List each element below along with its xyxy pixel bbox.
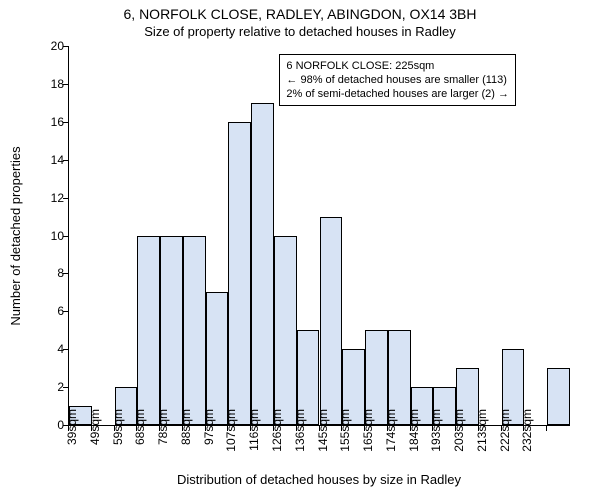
x-tick-label: 59sqm: [111, 409, 125, 455]
x-tick-label: 203sqm: [452, 409, 466, 455]
y-tick-mark: [63, 236, 68, 237]
bar: [137, 236, 160, 426]
y-tick-label: 18: [34, 77, 64, 91]
bar: [320, 217, 343, 425]
x-tick-label: 97sqm: [202, 409, 216, 455]
annotation-line-2: ← 98% of detached houses are smaller (11…: [286, 73, 509, 87]
x-tick-label: 78sqm: [156, 409, 170, 455]
x-tick-label: 174sqm: [384, 409, 398, 455]
x-tick-label: 193sqm: [429, 409, 443, 455]
bar: [206, 292, 229, 425]
x-tick-mark: [546, 426, 547, 431]
bar: [251, 103, 274, 425]
chart-title: 6, NORFOLK CLOSE, RADLEY, ABINGDON, OX14…: [0, 6, 600, 22]
y-tick-mark: [63, 46, 68, 47]
chart-plot-area: 6 NORFOLK CLOSE: 225sqm ← 98% of detache…: [68, 46, 570, 426]
y-tick-mark: [63, 349, 68, 350]
x-tick-label: 145sqm: [316, 409, 330, 455]
x-tick-label: 116sqm: [247, 409, 261, 455]
bar: [274, 236, 297, 426]
x-tick-label: 232sqm: [520, 409, 534, 455]
bar: [547, 368, 570, 425]
y-tick-mark: [63, 84, 68, 85]
y-tick-label: 8: [34, 266, 64, 280]
bar: [183, 236, 206, 426]
x-tick-label: 88sqm: [179, 409, 193, 455]
y-tick-mark: [63, 160, 68, 161]
x-tick-label: 68sqm: [133, 409, 147, 455]
x-tick-label: 136sqm: [293, 409, 307, 455]
x-tick-label: 107sqm: [224, 409, 238, 455]
chart-subtitle: Size of property relative to detached ho…: [0, 24, 600, 39]
bar: [228, 122, 251, 425]
y-tick-label: 16: [34, 115, 64, 129]
x-axis-label: Distribution of detached houses by size …: [68, 472, 570, 487]
y-tick-label: 12: [34, 191, 64, 205]
annotation-box: 6 NORFOLK CLOSE: 225sqm ← 98% of detache…: [279, 54, 516, 107]
annotation-line-1: 6 NORFOLK CLOSE: 225sqm: [286, 59, 509, 73]
y-tick-mark: [63, 387, 68, 388]
y-tick-mark: [63, 122, 68, 123]
bar: [160, 236, 183, 426]
y-tick-label: 0: [34, 418, 64, 432]
x-tick-label: 165sqm: [361, 409, 375, 455]
y-tick-label: 4: [34, 342, 64, 356]
y-tick-mark: [63, 311, 68, 312]
y-tick-label: 20: [34, 39, 64, 53]
y-axis-label: Number of detached properties: [8, 46, 28, 426]
x-tick-label: 126sqm: [270, 409, 284, 455]
y-tick-label: 10: [34, 229, 64, 243]
annotation-line-3: 2% of semi-detached houses are larger (2…: [286, 87, 509, 101]
x-tick-label: 184sqm: [407, 409, 421, 455]
chart-container: 6, NORFOLK CLOSE, RADLEY, ABINGDON, OX14…: [0, 0, 600, 500]
x-tick-label: 155sqm: [338, 409, 352, 455]
x-tick-label: 39sqm: [65, 409, 79, 455]
y-tick-label: 6: [34, 304, 64, 318]
x-tick-label: 213sqm: [475, 409, 489, 455]
x-tick-label: 49sqm: [88, 409, 102, 455]
x-tick-label: 222sqm: [498, 409, 512, 455]
y-tick-mark: [63, 198, 68, 199]
y-tick-mark: [63, 273, 68, 274]
y-tick-label: 14: [34, 153, 64, 167]
y-tick-label: 2: [34, 380, 64, 394]
